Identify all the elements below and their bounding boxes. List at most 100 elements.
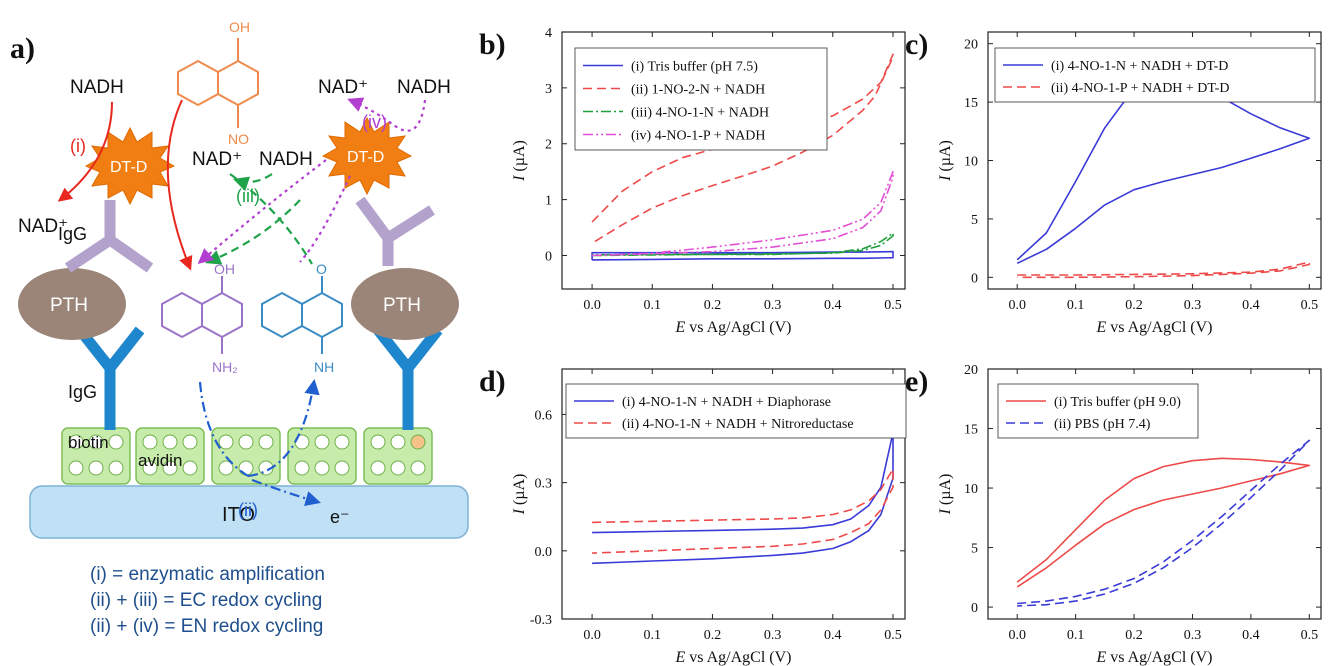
schematic-legend-1: (i) = enzymatic amplification xyxy=(90,564,325,585)
legend-label: (i) 4-NO-1-N + NADH + Diaphorase xyxy=(622,395,831,410)
series-line xyxy=(1016,457,1311,588)
y-tick-label: 4 xyxy=(545,26,552,41)
x-axis-label: E vs Ag/AgCl (V) xyxy=(674,319,791,336)
y-tick-label: 2 xyxy=(545,138,552,153)
series-line xyxy=(1017,439,1311,607)
y-tick-label: 0.3 xyxy=(535,477,553,492)
y-tick-label: 1 xyxy=(545,194,552,209)
y-tick-label: 0.6 xyxy=(535,408,553,423)
x-tick-label: 0.5 xyxy=(884,628,902,643)
legend-label: (iv) 4-NO-1-P + NADH xyxy=(631,129,766,144)
x-tick-label: 0.5 xyxy=(884,298,902,313)
legend-label: (ii) PBS (pH 7.4) xyxy=(1054,417,1151,432)
series-line xyxy=(591,53,894,244)
avidin-block xyxy=(211,427,281,485)
quinoneimine-structure xyxy=(261,276,343,354)
avidin-blocks xyxy=(61,427,433,485)
x-axis-label: E vs Ag/AgCl (V) xyxy=(1095,649,1212,666)
x-tick-label: 0.5 xyxy=(1301,298,1319,313)
dtd-right xyxy=(321,116,413,196)
series-line xyxy=(592,468,894,554)
plot-frame xyxy=(561,368,906,620)
dtd-right-label: DT-D xyxy=(347,149,384,166)
arrow-ii-b xyxy=(247,378,320,478)
x-tick-label: 0.3 xyxy=(1184,298,1202,313)
series-line xyxy=(591,250,894,261)
igg-left xyxy=(64,200,154,273)
series-line xyxy=(592,170,894,257)
x-tick-label: 0.3 xyxy=(1184,628,1202,643)
plot-frame xyxy=(987,368,1322,620)
pth-left-label: PTH xyxy=(50,295,88,316)
legend-label: (ii) 1-NO-2-N + NADH xyxy=(631,83,765,98)
nad-plus-top: NAD⁺ xyxy=(318,77,368,98)
x-tick-label: 0.3 xyxy=(764,628,782,643)
legend-box xyxy=(565,383,907,439)
chem-oh-mid: OH xyxy=(214,261,235,277)
panel-label: e) xyxy=(905,365,928,398)
x-tick-label: 0.0 xyxy=(583,298,601,313)
series-line xyxy=(592,232,894,257)
chart-panel-c: c) 0.0 0.1 0.2 0.3 0.4 0.5 0 5 10 15 20 E vs Ag/AgCl… xyxy=(905,28,1322,336)
x-tick-label: 0.1 xyxy=(1067,628,1085,643)
x-tick-label: 0.2 xyxy=(704,628,722,643)
legend-label: (i) Tris buffer (pH 9.0) xyxy=(1054,395,1181,410)
y-tick-label: 15 xyxy=(964,96,978,111)
arrow-i-cofactor xyxy=(57,101,113,202)
legend-box xyxy=(994,47,1316,103)
legend-label: (ii) 4-NO-1-N + NADH + Nitroreductase xyxy=(622,417,854,432)
y-axis-label: I (µA) xyxy=(937,140,954,182)
chart-panel-d: d) 0.0 0.1 0.2 0.3 0.4 0.5 -0.3 0.0 0.3 0.6 E vs Ag… xyxy=(479,365,907,666)
y-tick-label: 20 xyxy=(964,38,978,53)
legend-label: (iii) 4-NO-1-N + NADH xyxy=(631,106,769,121)
y-tick-label: 10 xyxy=(964,155,978,170)
x-tick-label: 0.4 xyxy=(1242,298,1260,313)
y-tick-label: 0 xyxy=(971,271,978,286)
chem-oh-top: OH xyxy=(229,19,250,35)
biotin-label: biotin xyxy=(68,433,109,452)
arrow-iii-a xyxy=(205,199,301,265)
chem-no: NO xyxy=(228,131,249,147)
y-tick-label: 20 xyxy=(964,363,978,378)
avidin-block xyxy=(363,427,433,485)
dtd-left-label: DT-D xyxy=(110,159,147,176)
x-tick-label: 0.2 xyxy=(1125,298,1143,313)
x-tick-label: 0.4 xyxy=(824,628,842,643)
aminonaphthol-structure xyxy=(161,276,243,354)
legend-label: (ii) 4-NO-1-P + NADH + DT-D xyxy=(1051,81,1229,96)
arrow-ii-c xyxy=(251,478,321,507)
x-tick-label: 0.0 xyxy=(1008,298,1026,313)
schematic-legend-3: (ii) + (iv) = EN redox cycling xyxy=(90,616,323,637)
legend-box xyxy=(997,383,1199,439)
avidin-block xyxy=(61,427,131,485)
arrow-iv-a xyxy=(299,175,351,263)
y-tick-label: 5 xyxy=(971,542,978,557)
pth-right-label: PTH xyxy=(383,295,421,316)
chem-nh2: NH₂ xyxy=(212,359,238,375)
x-tick-label: 0.2 xyxy=(704,298,722,313)
panel-label: c) xyxy=(905,28,928,61)
capture-antibody-right xyxy=(373,326,443,430)
pth-right xyxy=(351,268,459,340)
nad-plus-mid: NAD⁺ xyxy=(192,149,242,170)
x-tick-label: 0.4 xyxy=(1242,628,1260,643)
y-tick-label: 15 xyxy=(964,423,978,438)
avidin-block xyxy=(287,427,357,485)
arrow-iii-c xyxy=(233,173,273,192)
legend-label: (i) Tris buffer (pH 7.5) xyxy=(631,60,758,75)
panel-label-a: a) xyxy=(10,32,35,65)
arrow-iv-b xyxy=(197,159,327,265)
nadh-top-right: NADH xyxy=(397,77,451,98)
y-axis-label: I (µA) xyxy=(937,474,954,516)
y-tick-label: -0.3 xyxy=(530,613,552,628)
x-tick-label: 0.3 xyxy=(764,298,782,313)
x-tick-label: 0.0 xyxy=(1008,628,1026,643)
chart-panel-e: e) 0.0 0.1 0.2 0.3 0.4 0.5 0 5 10 15 20 E vs Ag/AgCl… xyxy=(905,363,1322,666)
y-tick-label: 3 xyxy=(545,82,552,97)
x-tick-label: 0.0 xyxy=(583,628,601,643)
step-iii-label: (iii) xyxy=(236,186,260,206)
y-axis-label: I (µA) xyxy=(511,140,528,182)
y-axis-label: I (µA) xyxy=(511,474,528,516)
panel-label: b) xyxy=(479,28,506,61)
